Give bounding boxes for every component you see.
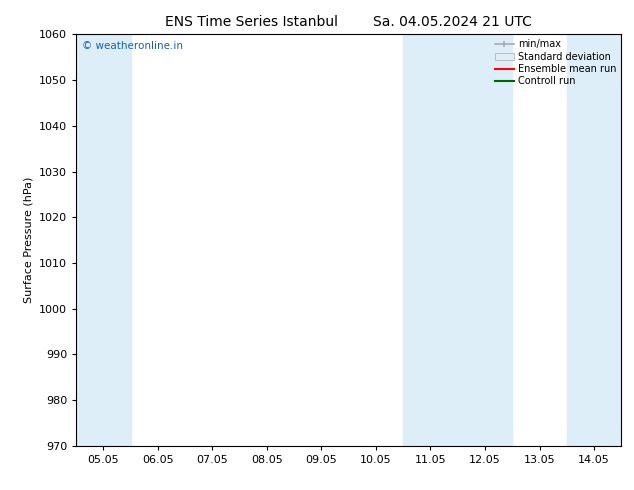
Y-axis label: Surface Pressure (hPa): Surface Pressure (hPa) [23,177,34,303]
Text: © weatheronline.in: © weatheronline.in [82,41,183,51]
Legend: min/max, Standard deviation, Ensemble mean run, Controll run: min/max, Standard deviation, Ensemble me… [492,36,619,89]
Title: ENS Time Series Istanbul        Sa. 04.05.2024 21 UTC: ENS Time Series Istanbul Sa. 04.05.2024 … [165,15,532,29]
Bar [567,34,621,446]
Bar [76,34,131,446]
Bar [403,34,512,446]
